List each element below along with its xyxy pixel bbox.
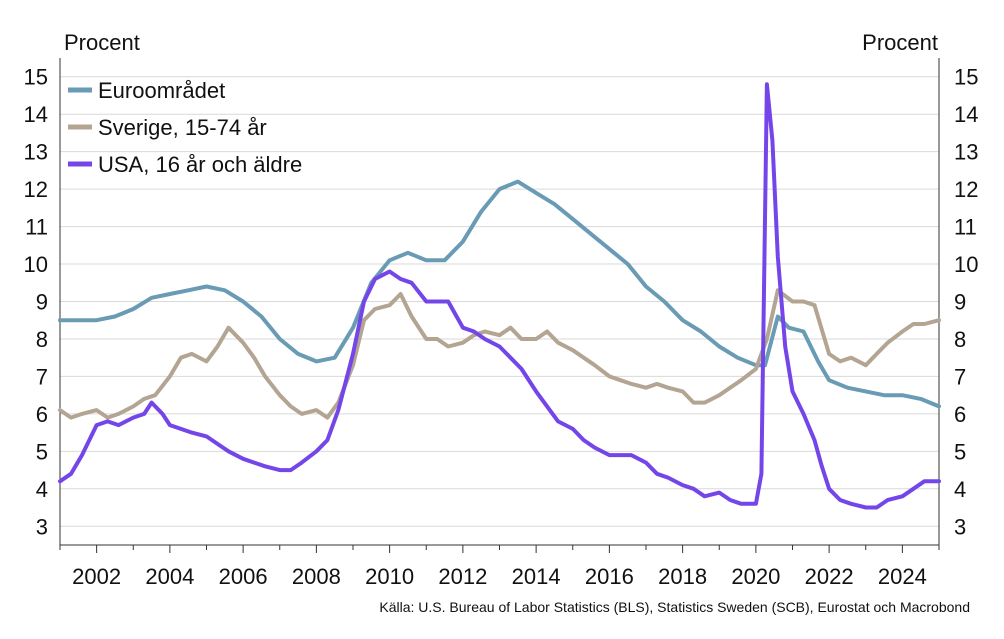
- y-tick-label-left: 7: [36, 364, 48, 389]
- x-tick-label: 2010: [365, 564, 414, 589]
- grid: [60, 76, 939, 527]
- legend-label: USA, 16 år och äldre: [98, 152, 302, 177]
- y-tick-label-right: 6: [954, 402, 966, 427]
- source-note: Källa: U.S. Bureau of Labor Statistics (…: [379, 599, 970, 615]
- x-tick-label: 2020: [731, 564, 780, 589]
- x-tick-label: 2006: [219, 564, 268, 589]
- x-tick-label: 2012: [438, 564, 487, 589]
- x-tick-label: 2018: [658, 564, 707, 589]
- series-line-2: [58, 82, 941, 510]
- y-tick-label-left: 3: [36, 514, 48, 539]
- x-ticks: 2002 2004 2006 2008 2010 2012 2014 2016 2018 2020…: [72, 564, 927, 589]
- y-ticks-left: 3 4 5 6 7 8 9 10 11 12 13 14 15: [24, 65, 48, 540]
- legend-label: Sverige, 15-74 år: [98, 115, 267, 140]
- y-tick-label-left: 14: [24, 102, 48, 127]
- x-tick-label: 2004: [145, 564, 194, 589]
- y-tick-label-right: 10: [954, 252, 978, 277]
- y-tick-label-right: 8: [954, 327, 966, 352]
- y-tick-label-left: 5: [36, 439, 48, 464]
- y-tick-label-left: 6: [36, 402, 48, 427]
- y-unit-left: Procent: [64, 30, 140, 55]
- y-tick-label-left: 15: [24, 65, 48, 90]
- axes: [59, 58, 940, 553]
- y-tick-label-right: 15: [954, 65, 978, 90]
- x-tick-label: 2024: [878, 564, 927, 589]
- y-tick-label-left: 12: [24, 177, 48, 202]
- x-tick-label: 2008: [292, 564, 341, 589]
- y-tick-label-right: 5: [954, 439, 966, 464]
- y-tick-label-left: 10: [24, 252, 48, 277]
- y-tick-label-left: 8: [36, 327, 48, 352]
- y-tick-label-left: 11: [25, 215, 48, 240]
- y-tick-label-right: 4: [954, 477, 966, 502]
- x-tick-label: 2002: [72, 564, 121, 589]
- series-line-1: [58, 288, 941, 420]
- x-tick-label: 2014: [512, 564, 561, 589]
- x-tick-label: 2016: [585, 564, 634, 589]
- y-tick-label-right: 11: [954, 215, 977, 240]
- legend: Euroområdet Sverige, 15-74 år USA, 16 år o…: [68, 78, 302, 177]
- y-tick-label-left: 4: [36, 477, 48, 502]
- y-tick-label-right: 14: [954, 102, 978, 127]
- y-tick-label-left: 9: [36, 290, 48, 315]
- y-tick-label-right: 13: [954, 140, 978, 165]
- y-tick-label-right: 9: [954, 290, 966, 315]
- y-unit-right: Procent: [862, 30, 938, 55]
- y-tick-label-right: 3: [954, 514, 966, 539]
- series-group: [58, 82, 941, 510]
- x-tick-label: 2022: [805, 564, 854, 589]
- y-tick-label-right: 12: [954, 177, 978, 202]
- series-line-0: [58, 179, 941, 409]
- y-tick-label-left: 13: [24, 140, 48, 165]
- legend-label: Euroområdet: [98, 78, 225, 103]
- y-tick-label-right: 7: [954, 364, 966, 389]
- y-ticks-right: 3 4 5 6 7 8 9 10 11 12 13 14 15: [954, 65, 978, 540]
